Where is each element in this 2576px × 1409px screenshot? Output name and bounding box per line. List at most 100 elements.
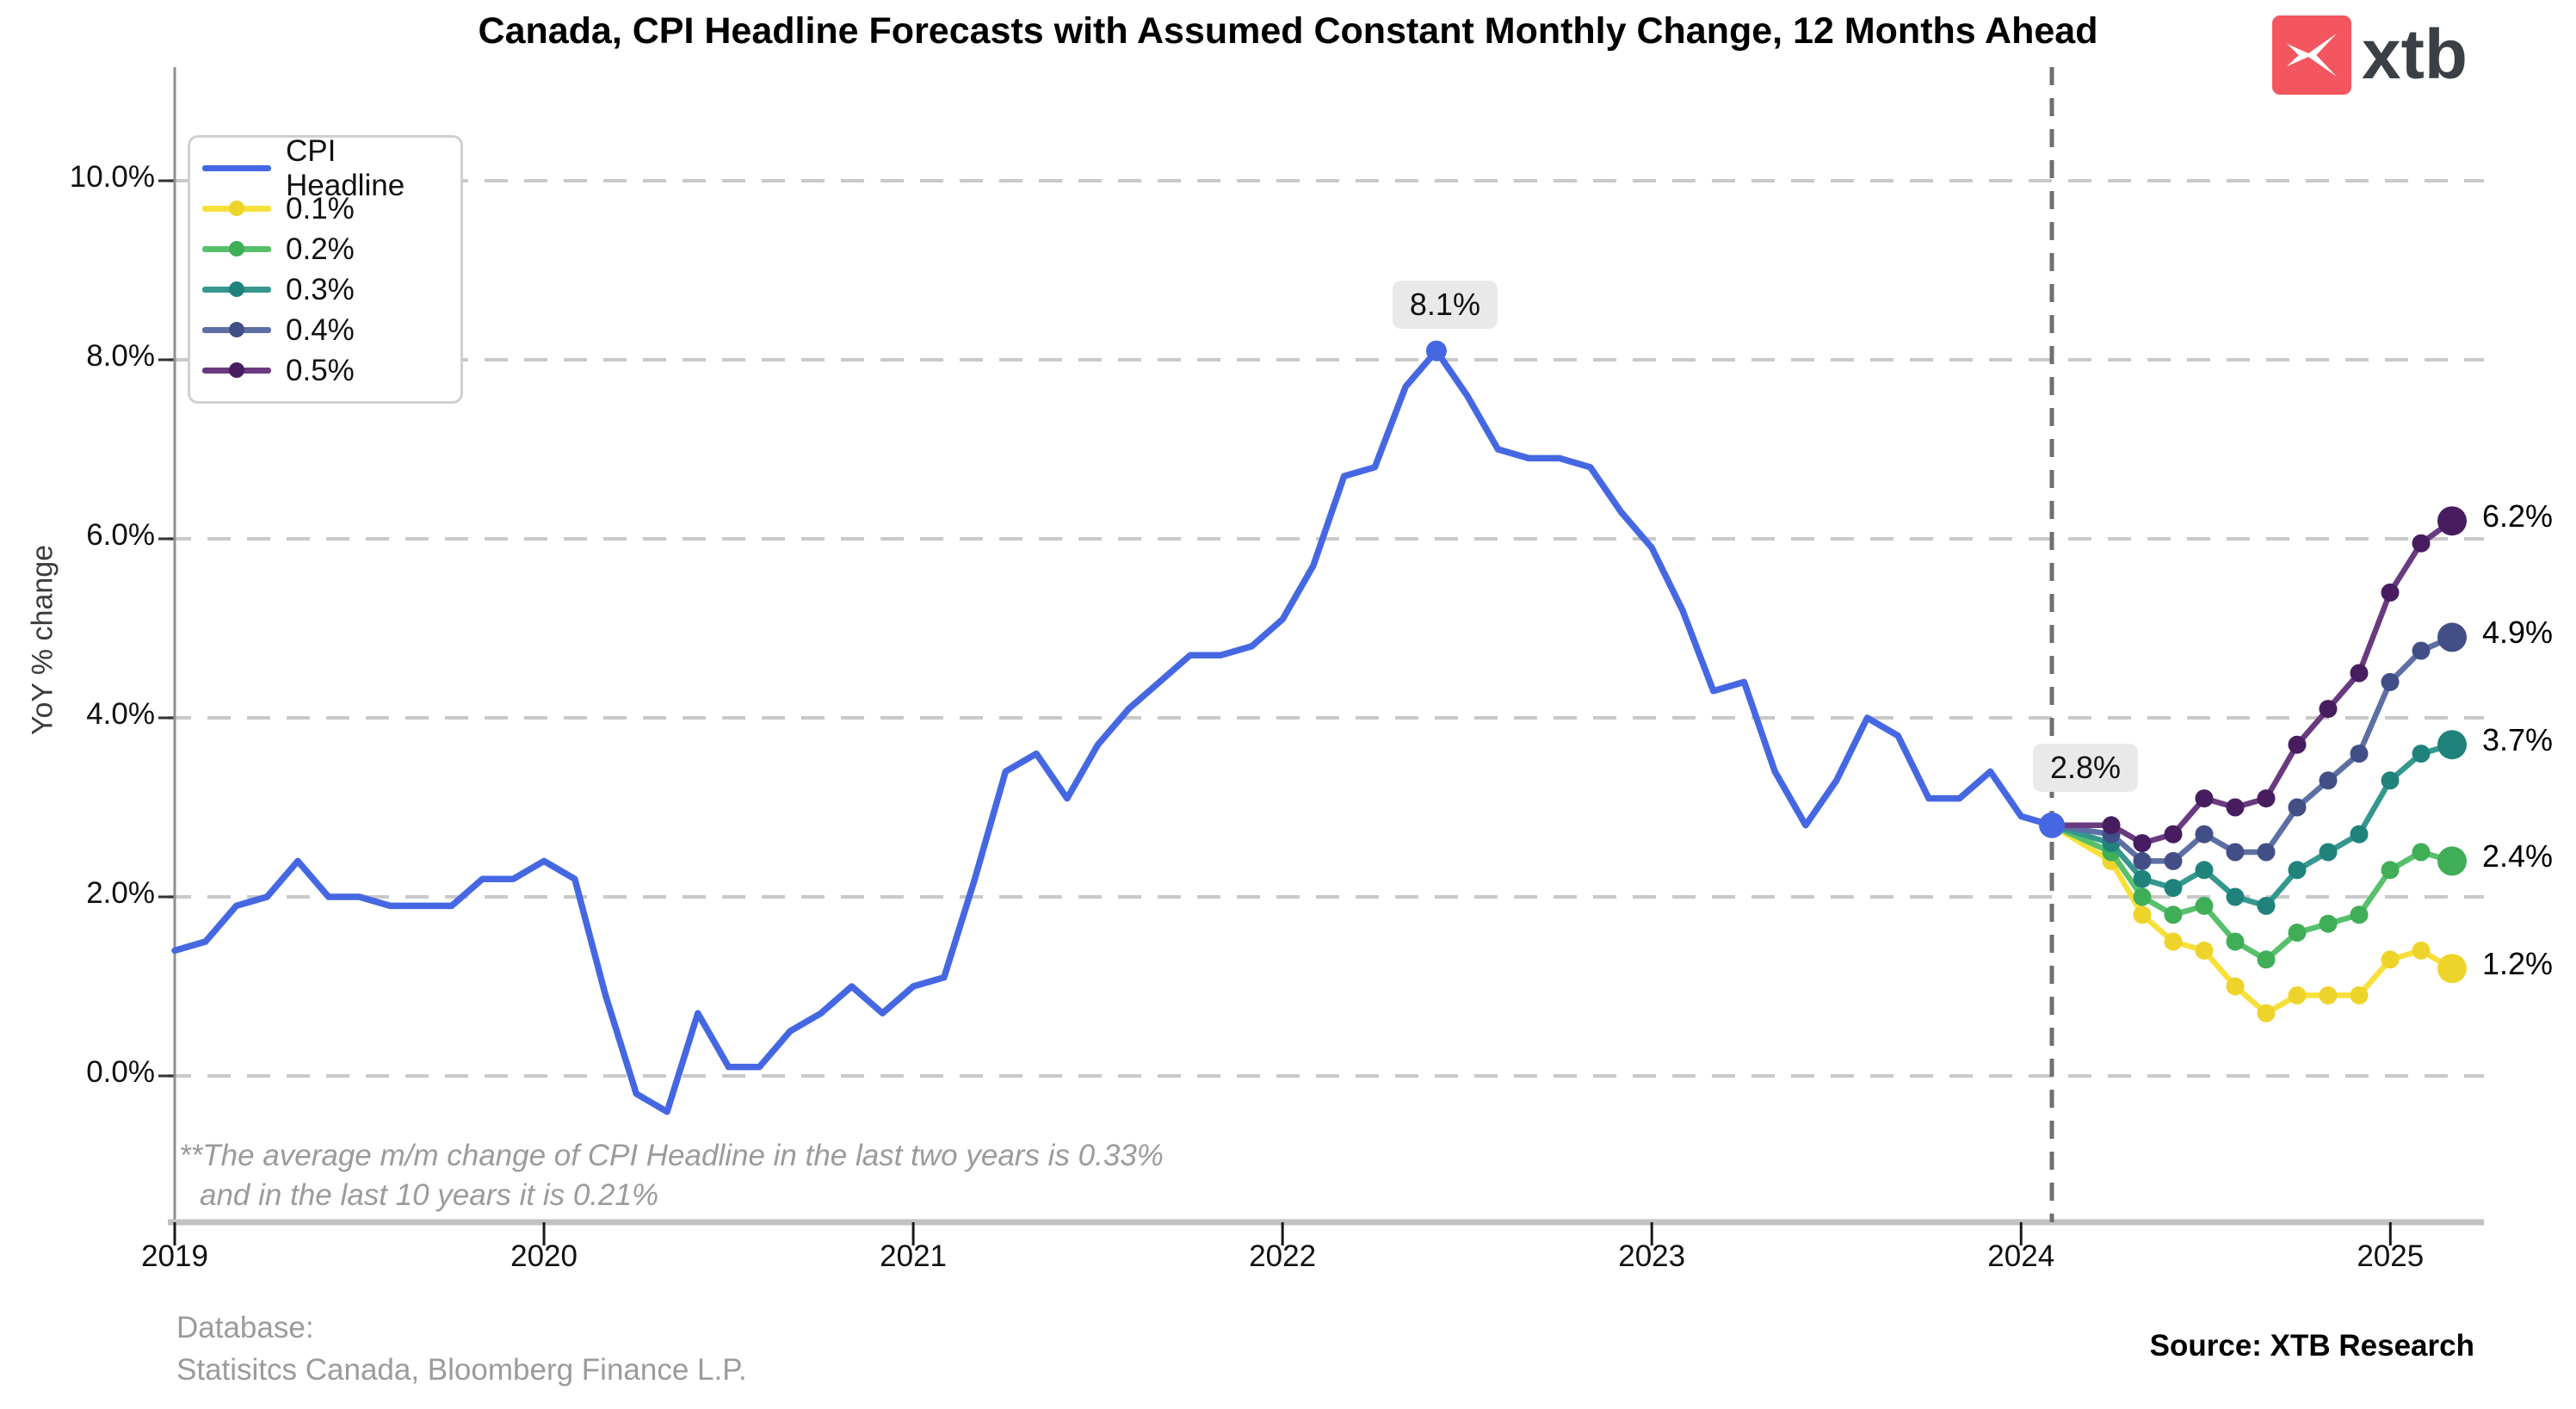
legend-swatch-icon (202, 350, 271, 391)
xtb-logo-text: xtb (2362, 15, 2468, 94)
y-tick-label-10: 10.0% (69, 160, 155, 194)
forecast-dot-0.3% (2195, 861, 2214, 880)
xtb-logo-icon (2272, 15, 2351, 95)
forecast-dot-0.4% (2350, 745, 2369, 763)
forecast-dot-0.1% (2164, 932, 2183, 951)
y-tick-label-0: 0.0% (86, 1055, 155, 1089)
forecast-end-dot-0.4% (2437, 622, 2467, 652)
series-end-label-0.4%: 4.9% (2482, 615, 2554, 651)
forecast-dot-0.2% (2350, 905, 2369, 924)
legend-item-label: 0.5% (286, 353, 355, 387)
y-tick-label-8: 8.0% (86, 339, 155, 373)
database-sources: Statisitcs Canada, Bloomberg Finance L.P… (176, 1353, 747, 1387)
forecast-dot-0.1% (2226, 977, 2245, 996)
forecast-dot-0.5% (2412, 534, 2431, 553)
legend-item-0.1%: 0.1% (202, 188, 460, 229)
forecast-dot-0.2% (2133, 887, 2152, 906)
forecast-dot-0.2% (2381, 861, 2400, 880)
legend-dot-icon (229, 281, 244, 297)
legend-item-0.2%: 0.2% (202, 229, 460, 269)
forecast-end-dot-0.1% (2437, 954, 2467, 984)
legend-dot-icon (229, 322, 244, 337)
legend-item-cpi-headline: CPI Headline (202, 134, 460, 202)
legend-item-label: 0.3% (286, 272, 355, 306)
forecast-dot-0.3% (2164, 879, 2183, 898)
forecast-dot-0.4% (2226, 843, 2245, 862)
forecast-dot-0.2% (2164, 905, 2183, 924)
forecast-dot-0.5% (2288, 735, 2307, 754)
y-tick-label-4: 4.0% (86, 697, 155, 731)
forecast-dot-0.3% (2412, 745, 2431, 763)
legend-line-icon (202, 165, 271, 171)
forecast-dot-0.4% (2381, 672, 2400, 691)
forecast-dot-0.4% (2319, 771, 2338, 790)
forecast-dot-0.2% (2226, 932, 2245, 951)
forecast-dot-0.5% (2226, 798, 2245, 817)
legend-swatch-icon (202, 188, 271, 229)
x-tick-label-2022: 2022 (1249, 1239, 1317, 1273)
forecast-end-dot-0.2% (2437, 846, 2467, 876)
forecast-dot-0.5% (2164, 825, 2183, 844)
legend-swatch-icon (202, 269, 271, 310)
annotation-8.1%: 8.1% (1392, 280, 1498, 329)
swallow-x-icon (2286, 33, 2338, 77)
forecast-dot-0.3% (2226, 887, 2245, 906)
x-tick-label-2021: 2021 (880, 1239, 948, 1273)
forecast-dot-0.2% (2412, 843, 2431, 862)
database-label: Database: (176, 1311, 314, 1344)
forecast-dot-0.5% (2381, 583, 2400, 602)
forecast-dot-0.1% (2257, 1004, 2276, 1023)
legend-item-label: 0.2% (286, 232, 355, 266)
forecast-dot-0.2% (2288, 924, 2307, 942)
x-tick-label-2025: 2025 (2357, 1239, 2425, 1273)
forecast-dot-0.1% (2350, 986, 2369, 1004)
xtb-logo: xtb (2272, 15, 2468, 95)
forecast-dot-0.5% (2102, 816, 2121, 835)
y-tick-label-6: 6.0% (86, 518, 155, 552)
forecast-dot-0.4% (2412, 641, 2431, 660)
legend-item-0.4%: 0.4% (202, 310, 460, 350)
cpi-headline-line (171, 347, 2055, 1115)
forecast-dot-0.5% (2195, 789, 2214, 808)
forecast-dot-0.1% (2133, 905, 2152, 924)
footnote-line-1: **The average m/m change of CPI Headline… (179, 1139, 1164, 1172)
legend-item-0.3%: 0.3% (202, 269, 460, 310)
forecast-dot-0.5% (2257, 789, 2276, 808)
legend: CPI Headline 0.1% 0.2% 0.3% 0.4% 0.5% (188, 134, 463, 404)
legend-swatch-icon (202, 310, 271, 350)
legend-swatch-icon (202, 148, 271, 188)
forecast-dot-0.4% (2257, 843, 2276, 862)
forecast-dot-0.3% (2381, 771, 2400, 790)
forecast-dot-0.5% (2350, 664, 2369, 683)
forecast-dot-0.3% (2133, 869, 2152, 888)
forecast-dot-0.2% (2195, 896, 2214, 915)
cpi-point-dot-2.8% (2039, 812, 2065, 838)
series-end-label-0.2%: 2.4% (2482, 838, 2554, 874)
legend-swatch-icon (202, 229, 271, 269)
forecast-dot-0.1% (2195, 941, 2214, 960)
forecast-dot-0.1% (2381, 950, 2400, 969)
forecast-end-dot-0.5% (2437, 506, 2467, 536)
forecast-end-dot-0.3% (2437, 730, 2467, 760)
forecast-dot-0.2% (2257, 950, 2276, 969)
forecast-dot-0.5% (2133, 834, 2152, 853)
forecast-dot-0.4% (2164, 851, 2183, 870)
forecast-dot-0.1% (2319, 986, 2338, 1004)
legend-dot-icon (229, 241, 244, 256)
forecast-dot-0.4% (2195, 825, 2214, 844)
database-note: Database: Statisitcs Canada, Bloomberg F… (176, 1307, 747, 1391)
forecast-dot-0.3% (2350, 825, 2369, 844)
legend-item-label: CPI Headline (286, 133, 405, 202)
legend-item-label: 0.4% (286, 312, 355, 347)
x-tick-label-2019: 2019 (141, 1239, 208, 1273)
annotation-2.8%: 2.8% (2033, 743, 2139, 792)
series-end-label-0.1%: 1.2% (2482, 946, 2554, 982)
x-tick-label-2020: 2020 (510, 1239, 578, 1273)
x-tick-label-2023: 2023 (1618, 1239, 1686, 1273)
cpi-point-dot-8.1% (1425, 340, 1447, 362)
legend-dot-icon (229, 362, 244, 378)
forecast-dot-0.4% (2288, 798, 2307, 817)
source-credit: Source: XTB Research (2149, 1329, 2474, 1363)
